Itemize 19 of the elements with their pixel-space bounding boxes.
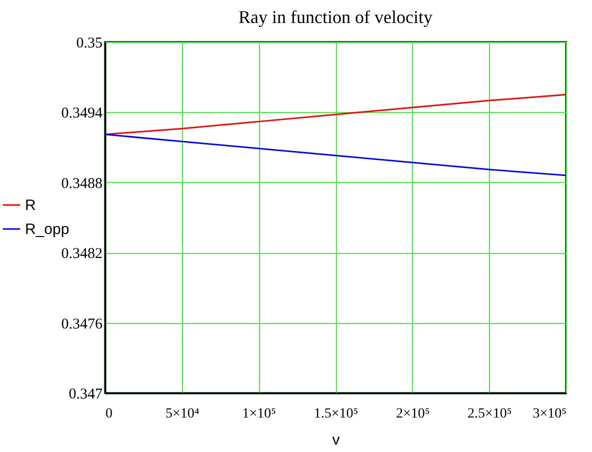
x-axis-title: v — [332, 432, 340, 448]
y-tick-label: 0.35 — [76, 36, 102, 52]
x-tick-label: 2.5×10⁵ — [468, 406, 512, 422]
x-tick-label: 2×10⁵ — [396, 406, 430, 422]
line-series — [105, 94, 566, 136]
y-tick-label: 0.3494 — [61, 106, 103, 122]
y-tick-label: 0.347 — [68, 386, 103, 402]
legend-label: R_opp — [25, 221, 70, 238]
y-tick-label: 0.3482 — [61, 246, 102, 262]
x-tick-label: 1×10⁵ — [242, 406, 276, 422]
legend-label: R — [25, 197, 36, 214]
x-tick-label: 3×10⁵ — [532, 406, 567, 422]
y-tick-label: 0.3476 — [61, 316, 103, 332]
x-tick-label: 1.5×10⁵ — [314, 406, 358, 422]
chart-title: Ray in function of velocity — [238, 7, 432, 27]
y-tick-label: 0.3488 — [61, 176, 102, 192]
x-tick-label: 5×10⁴ — [165, 406, 200, 422]
line-series — [105, 134, 566, 176]
x-tick-label: 0 — [106, 406, 112, 422]
